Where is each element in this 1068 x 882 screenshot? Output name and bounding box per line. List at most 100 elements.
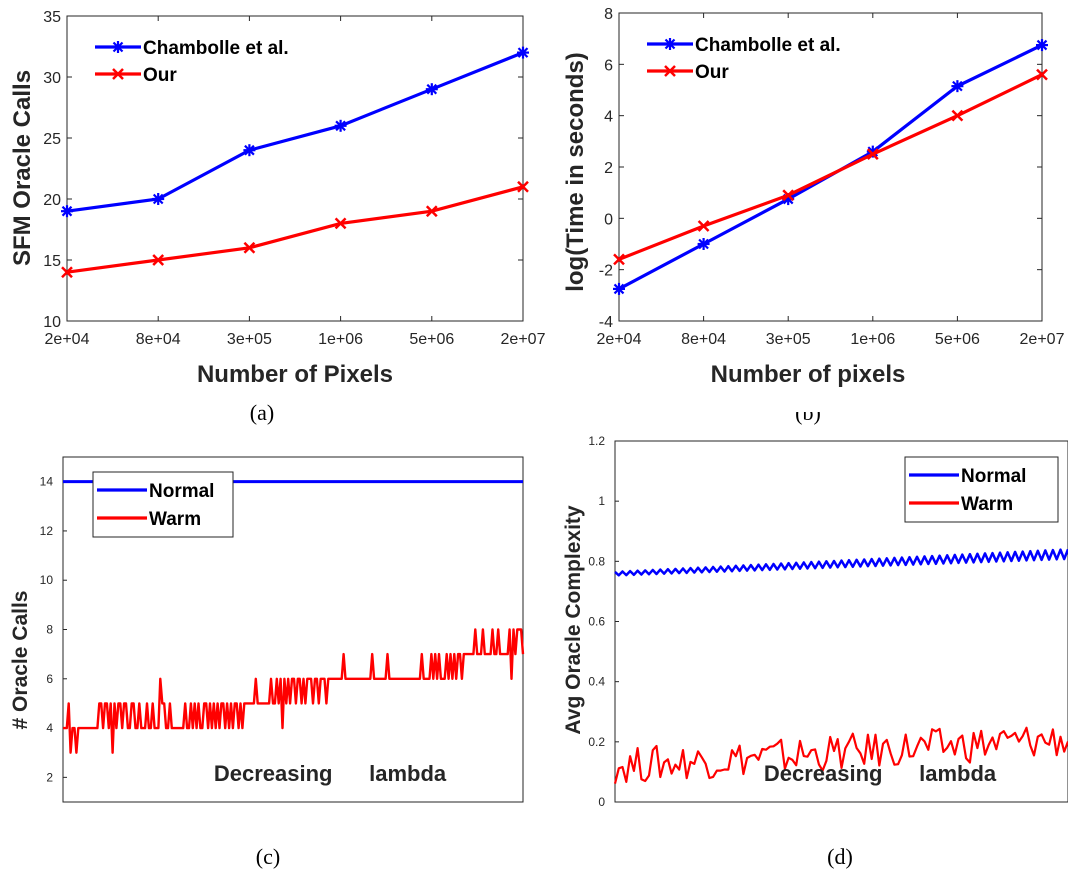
- legend-label-b-0: Chambolle et al.: [695, 35, 841, 56]
- legend-box-d: [904, 456, 1059, 523]
- ytick-label-b: 2: [604, 160, 613, 177]
- chart-d-xlabel: Decreasing lambda: [764, 761, 997, 786]
- chart-d-yticks: 0 0.2 0.4 0.6 0.8 1 1.2: [588, 434, 619, 809]
- data-point-a-0: [334, 119, 347, 132]
- data-point-a-1: [152, 254, 165, 266]
- series-line-d-1: [613, 726, 1068, 784]
- legend-marker-b-0: [664, 38, 676, 50]
- ytick-label-d: 0.8: [588, 554, 605, 568]
- chart-c-caption: (c): [256, 844, 280, 869]
- legend-label-c-1: Warm: [149, 509, 201, 530]
- legend-marker-b-1: [664, 65, 676, 77]
- ytick-label-c: 8: [46, 623, 53, 637]
- ytick-label-b: 0: [604, 211, 613, 228]
- legend-label-d-1: Warm: [961, 494, 1013, 515]
- ytick-label-b: -4: [599, 314, 613, 331]
- legend-marker-a-1: [112, 68, 124, 80]
- ytick-label-a: 15: [43, 253, 61, 270]
- chart-a-caption: (a): [250, 400, 274, 425]
- chart-b-caption-mask: [770, 392, 850, 412]
- chart-b: -4 -2 0 2 4 6 8 2e+04 8e+04 3e+05 1e+06 5e+06 2e+07…: [562, 6, 1065, 425]
- chart-a-xticks: 2e+04 8e+04 3e+05 1e+06 5e+06 2e+07: [45, 16, 546, 348]
- legend-label-a-1: Our: [143, 65, 177, 86]
- data-point-b-1: [866, 148, 879, 161]
- ytick-label-b: 4: [604, 109, 613, 126]
- data-point-b-1: [697, 220, 710, 232]
- ytick-label-c: 12: [40, 524, 54, 538]
- data-point-a-0: [61, 205, 73, 218]
- series-line-c-warm: [63, 628, 525, 754]
- chart-b-plot: [613, 39, 1048, 295]
- chart-b-axes: [618, 12, 1043, 322]
- xtick-label-a: 5e+06: [409, 331, 454, 348]
- ytick-label-d: 0.2: [588, 735, 605, 749]
- series-line-a-0: [66, 51, 524, 213]
- chart-c-legend: Normal Warm: [92, 471, 234, 538]
- chart-b-xticks: 2e+04 8e+04 3e+05 1e+06 5e+06 2e+07: [597, 13, 1065, 348]
- ytick-label-c: 4: [46, 721, 53, 735]
- ytick-label-a: 10: [43, 314, 61, 331]
- data-point-a-1: [243, 241, 256, 254]
- data-point-a-1: [517, 180, 529, 193]
- chart-c-yticks: 2 4 6 8 10 12 14: [40, 475, 67, 784]
- xtick-label-b: 5e+06: [935, 331, 980, 348]
- ytick-label-c: 14: [40, 475, 54, 489]
- data-point-b-1: [1036, 68, 1048, 81]
- chart-b-yticks: -4 -2 0 2 4 6 8: [599, 6, 1042, 331]
- legend-box-c: [92, 471, 234, 538]
- legend-label-b-1: Our: [695, 62, 729, 83]
- data-point-a-0: [152, 193, 165, 205]
- ytick-label-d: 0: [598, 795, 605, 809]
- chart-a-xlabel: Number of Pixels: [197, 361, 393, 388]
- chart-a-plot: [61, 46, 529, 279]
- ytick-label-a: 30: [43, 70, 61, 87]
- ytick-label-b: 6: [604, 57, 613, 74]
- data-point-b-1: [951, 109, 964, 122]
- xtick-label-b: 2e+07: [1020, 331, 1065, 348]
- xtick-label-a: 3e+05: [227, 331, 272, 348]
- data-point-b-1: [782, 189, 795, 202]
- ytick-label-c: 10: [40, 573, 54, 587]
- data-point-b-0: [613, 282, 625, 295]
- data-point-a-1: [61, 266, 73, 279]
- ytick-label-d: 1.2: [588, 434, 605, 448]
- legend-label-d-0: Normal: [961, 466, 1026, 487]
- legend-label-a-0: Chambolle et al.: [143, 38, 289, 59]
- data-point-a-1: [334, 217, 347, 230]
- chart-a-yticks: 10 15 20 25 30 35: [43, 9, 523, 331]
- data-point-b-0: [1036, 39, 1048, 52]
- legend-marker-a-0: [112, 41, 124, 53]
- ytick-label-d: 1: [598, 494, 605, 508]
- xtick-label-b: 2e+04: [597, 331, 642, 348]
- ytick-label-c: 6: [46, 672, 53, 686]
- chart-d-caption: (d): [827, 844, 853, 869]
- data-point-a-0: [243, 144, 256, 157]
- data-point-a-0: [425, 83, 438, 96]
- series-line-a-1: [66, 185, 524, 274]
- xtick-label-b: 8e+04: [681, 331, 726, 348]
- chart-b-legend: Chambolle et al. Our: [647, 35, 841, 83]
- chart-c-ylabel: # Oracle Calls: [9, 591, 32, 730]
- ytick-label-c: 2: [46, 770, 53, 784]
- chart-c-xlabel: Decreasing lambda: [214, 761, 447, 786]
- chart-b-ylabel: log(Time in seconds): [562, 52, 589, 292]
- xtick-label-a: 2e+07: [501, 331, 546, 348]
- data-point-b-1: [613, 253, 625, 266]
- chart-d-legend: Normal Warm: [904, 456, 1059, 523]
- ytick-label-a: 35: [43, 9, 61, 26]
- ytick-label-a: 25: [43, 131, 61, 148]
- data-point-a-1: [425, 205, 438, 218]
- ytick-label-b: -2: [599, 263, 613, 280]
- chart-d-ylabel: Avg Oracle Complexity: [562, 505, 585, 734]
- xtick-label-a: 2e+04: [45, 331, 90, 348]
- chart-a-legend: Chambolle et al. Our: [95, 38, 289, 86]
- chart-b-xlabel: Number of pixels: [711, 361, 906, 388]
- xtick-label-b: 3e+05: [766, 331, 811, 348]
- series-line-d-0: [614, 548, 1068, 577]
- xtick-label-a: 8e+04: [136, 331, 181, 348]
- data-point-b-0: [951, 80, 964, 93]
- legend-label-c-0: Normal: [149, 481, 214, 502]
- series-line-b-1: [618, 73, 1043, 261]
